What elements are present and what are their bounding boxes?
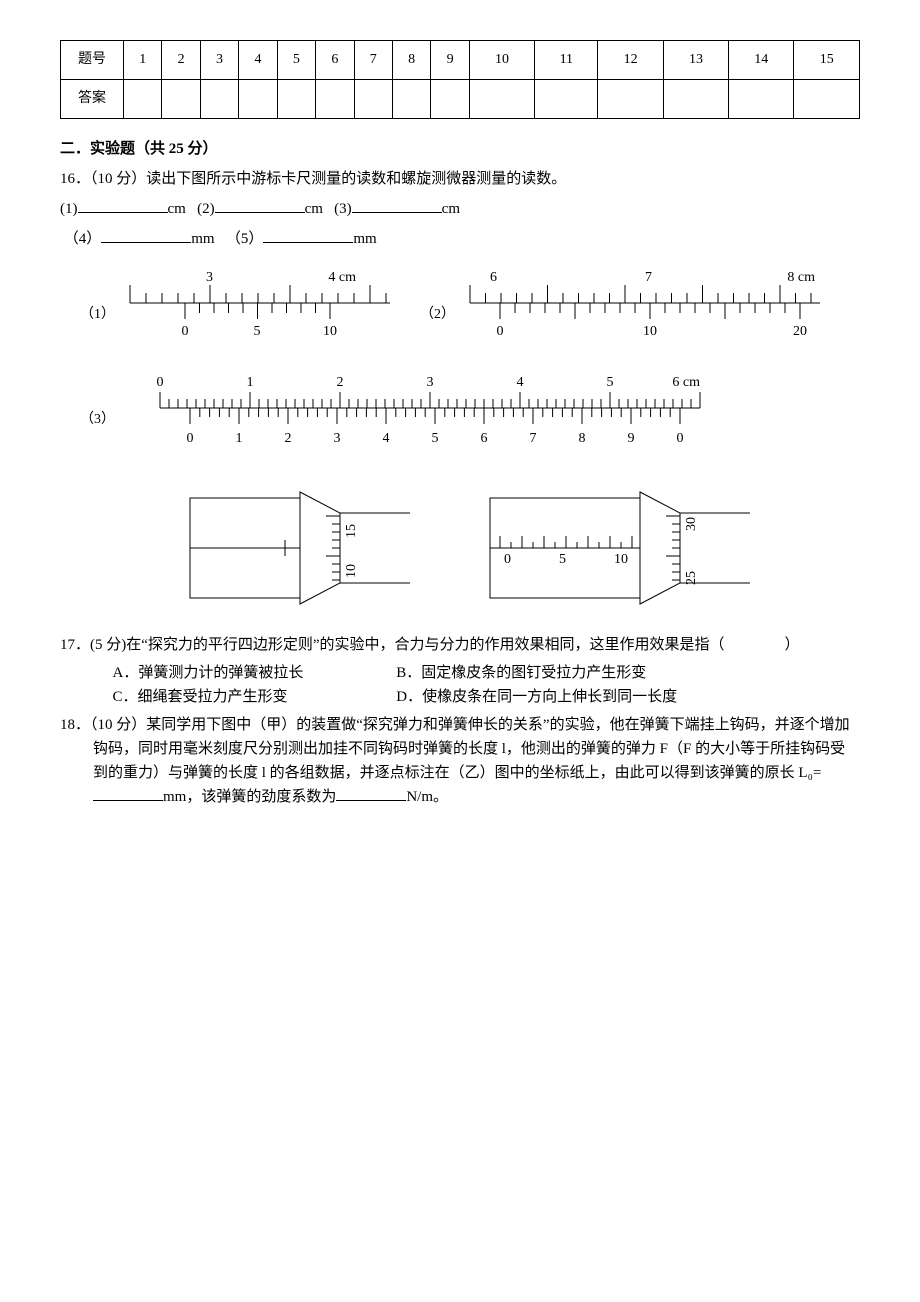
opt-d: D．使橡皮条在同一方向上伸长到同一长度 bbox=[396, 685, 677, 709]
svg-text:15: 15 bbox=[344, 524, 359, 538]
svg-text:7: 7 bbox=[530, 431, 537, 446]
svg-text:1: 1 bbox=[236, 431, 243, 446]
col-num: 14 bbox=[729, 41, 794, 80]
cell-blank bbox=[124, 80, 162, 119]
svg-text:5: 5 bbox=[559, 552, 566, 567]
label: （5） bbox=[226, 231, 264, 247]
svg-text:6: 6 bbox=[490, 270, 497, 285]
table-row: 答案 bbox=[61, 80, 860, 119]
svg-text:3: 3 bbox=[427, 375, 434, 390]
vernier-1-2-svg: （1） 3 4 cm 0 5 10 （2） 6 7 8 cm 0 bbox=[80, 263, 840, 348]
blank bbox=[93, 785, 163, 801]
col-num: 7 bbox=[354, 41, 392, 80]
col-num: 10 bbox=[469, 41, 534, 80]
label: (1) bbox=[60, 201, 78, 217]
q16-blanks-row1: (1) cm (2) cm (3) cm bbox=[60, 197, 860, 221]
unit: cm bbox=[168, 201, 186, 217]
svg-text:10: 10 bbox=[614, 552, 628, 567]
col-num: 1 bbox=[124, 41, 162, 80]
svg-text:5: 5 bbox=[254, 324, 261, 339]
q17-stem-text: 17．(5 分)在“探究力的平行四边形定则”的实验中，合力与分力的作用效果相同，… bbox=[60, 637, 800, 653]
svg-text:0: 0 bbox=[187, 431, 194, 446]
svg-text:6: 6 bbox=[481, 431, 488, 446]
vernier-row-2: （3） 0 1 2 3 4 5 6 cm 0 1 2 3 4 5 6 7 8 9 0 bbox=[80, 368, 860, 471]
col-num: 11 bbox=[535, 41, 598, 80]
svg-text:2: 2 bbox=[337, 375, 344, 390]
svg-text:0: 0 bbox=[677, 431, 684, 446]
label: (3) bbox=[334, 201, 352, 217]
vernier-row-1: （1） 3 4 cm 0 5 10 （2） 6 7 8 cm 0 bbox=[80, 263, 860, 356]
blank bbox=[215, 197, 305, 213]
q18-stem-a: 18．（10 分）某同学用下图中（甲）的装置做“探究弹力和弹簧伸长的关系”的实验… bbox=[60, 717, 850, 781]
svg-text:0: 0 bbox=[182, 324, 189, 339]
col-num: 12 bbox=[598, 41, 663, 80]
q18-unit-b: N/m。 bbox=[406, 789, 448, 805]
micrometer-row: 15 10 0 5 10 30 25 bbox=[80, 483, 860, 621]
col-num: 9 bbox=[431, 41, 469, 80]
svg-text:1: 1 bbox=[247, 375, 254, 390]
unit: cm bbox=[305, 201, 323, 217]
col-num: 13 bbox=[663, 41, 728, 80]
svg-text:0: 0 bbox=[157, 375, 164, 390]
svg-text:3: 3 bbox=[334, 431, 341, 446]
svg-text:（3）: （3） bbox=[80, 411, 115, 427]
blank bbox=[263, 227, 353, 243]
svg-text:10: 10 bbox=[643, 324, 657, 339]
svg-text:30: 30 bbox=[684, 517, 699, 531]
micrometer-svg: 15 10 0 5 10 30 25 bbox=[160, 483, 780, 613]
svg-text:0: 0 bbox=[504, 552, 511, 567]
col-num: 5 bbox=[277, 41, 315, 80]
row-label: 题号 bbox=[61, 41, 124, 80]
unit: cm bbox=[442, 201, 460, 217]
q16-blanks-row2: （4） mm （5） mm bbox=[60, 227, 860, 251]
col-num: 8 bbox=[392, 41, 430, 80]
svg-text:（1）: （1） bbox=[80, 306, 115, 322]
q18: 18．（10 分）某同学用下图中（甲）的装置做“探究弹力和弹簧伸长的关系”的实验… bbox=[60, 713, 860, 809]
col-num: 2 bbox=[162, 41, 200, 80]
q17-options: A．弹簧测力计的弹簧被拉长 B．固定橡皮条的图钉受拉力产生形变 C．细绳套受拉力… bbox=[60, 661, 860, 709]
svg-text:9: 9 bbox=[628, 431, 635, 446]
label: (2) bbox=[197, 201, 215, 217]
svg-text:8: 8 bbox=[579, 431, 586, 446]
q17-stem: 17．(5 分)在“探究力的平行四边形定则”的实验中，合力与分力的作用效果相同，… bbox=[60, 633, 860, 657]
row-label: 答案 bbox=[61, 80, 124, 119]
svg-text:20: 20 bbox=[793, 324, 807, 339]
blank bbox=[352, 197, 442, 213]
svg-text:10: 10 bbox=[323, 324, 337, 339]
svg-text:4: 4 bbox=[383, 431, 390, 446]
svg-text:7: 7 bbox=[645, 270, 652, 285]
blank bbox=[336, 785, 406, 801]
col-num: 15 bbox=[794, 41, 860, 80]
col-num: 6 bbox=[316, 41, 354, 80]
svg-text:5: 5 bbox=[607, 375, 614, 390]
svg-text:4: 4 bbox=[517, 375, 524, 390]
svg-text:3: 3 bbox=[206, 270, 213, 285]
unit: mm bbox=[353, 231, 376, 247]
table-row: 题号 1 2 3 4 5 6 7 8 9 10 11 12 13 14 15 bbox=[61, 41, 860, 80]
svg-text:（2）: （2） bbox=[420, 306, 455, 322]
vernier-3-svg: （3） 0 1 2 3 4 5 6 cm 0 1 2 3 4 5 6 7 8 9 0 bbox=[80, 368, 840, 463]
svg-text:10: 10 bbox=[344, 564, 359, 578]
svg-text:6 cm: 6 cm bbox=[672, 375, 700, 390]
answer-table: 题号 1 2 3 4 5 6 7 8 9 10 11 12 13 14 15 答… bbox=[60, 40, 860, 119]
q18-unit-a: mm，该弹簧的劲度系数为 bbox=[163, 789, 336, 805]
section-title: 二．实验题（共 25 分） bbox=[60, 137, 860, 161]
svg-text:5: 5 bbox=[432, 431, 439, 446]
col-num: 4 bbox=[239, 41, 277, 80]
svg-text:25: 25 bbox=[684, 571, 699, 585]
opt-b: B．固定橡皮条的图钉受拉力产生形变 bbox=[396, 661, 646, 685]
svg-text:4 cm: 4 cm bbox=[328, 270, 356, 285]
opt-a: A．弹簧测力计的弹簧被拉长 bbox=[113, 661, 393, 685]
svg-text:8 cm: 8 cm bbox=[787, 270, 815, 285]
opt-c: C．细绳套受拉力产生形变 bbox=[113, 685, 393, 709]
q16-stem: 16．（10 分）读出下图所示中游标卡尺测量的读数和螺旋测微器测量的读数。 bbox=[60, 167, 860, 191]
col-num: 3 bbox=[200, 41, 238, 80]
blank bbox=[78, 197, 168, 213]
svg-text:0: 0 bbox=[497, 324, 504, 339]
blank bbox=[101, 227, 191, 243]
unit: mm bbox=[191, 231, 214, 247]
svg-text:2: 2 bbox=[285, 431, 292, 446]
label: （4） bbox=[64, 231, 102, 247]
